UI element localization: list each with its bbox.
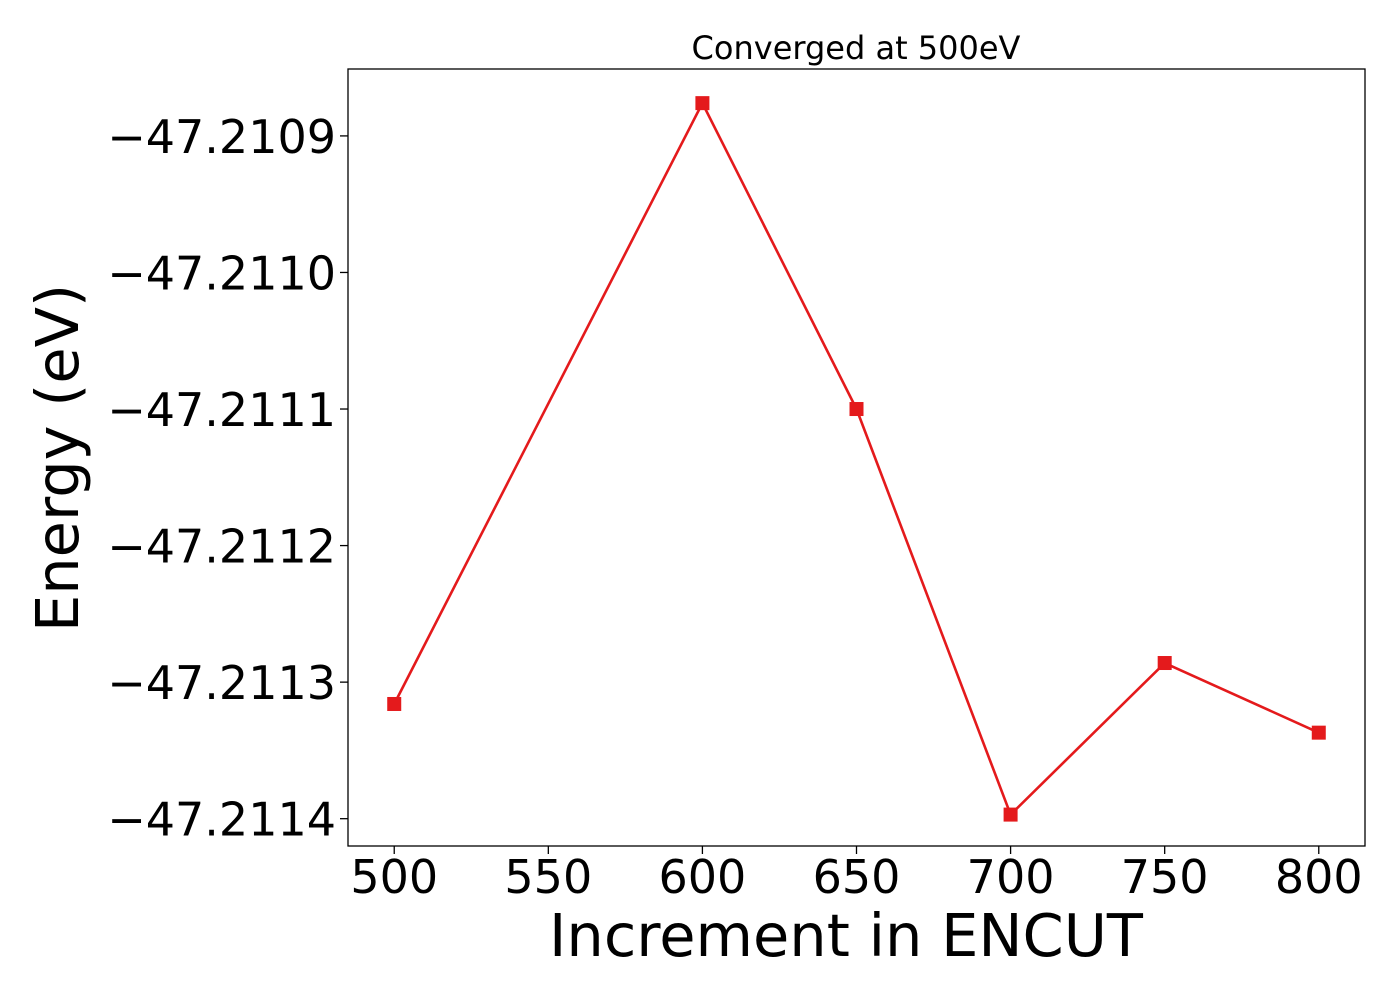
x-tick-label: 600 [659,850,747,904]
y-tick-label: −47.2113 [107,656,336,710]
x-tick-label: 800 [1275,850,1363,904]
x-tick-label: 750 [1121,850,1209,904]
data-point-marker [695,96,710,111]
y-axis-label: Energy (eV) [23,284,92,632]
y-tick-label: −47.2112 [107,520,336,574]
x-axis-label: Increment in ENCUT [549,901,1144,970]
y-tick-label: −47.2114 [107,793,336,847]
y-tick-label: −47.2110 [107,246,336,300]
data-point-marker [387,696,402,711]
plot-frame [347,68,1366,847]
data-point-marker [1003,807,1018,822]
x-tick-label: 700 [967,850,1055,904]
x-tick-label: 650 [813,850,901,904]
data-point-marker [849,402,864,417]
series-line [393,101,1320,816]
chart-title: Converged at 500eV [692,29,1021,67]
chart-marks [387,96,1326,822]
data-point-marker [1311,725,1326,740]
y-tick-label: −47.2111 [107,383,336,437]
data-point-marker [1157,656,1172,671]
x-tick-label: 550 [504,850,592,904]
y-axis-ticks: −47.2109 −47.2110 −47.2111 −47.2112 −47.2113… [107,110,348,847]
x-axis-ticks: 500 550 600 650 700 750 800 [350,846,1363,904]
x-tick-label: 500 [350,850,438,904]
y-tick-label: −47.2109 [107,110,336,164]
